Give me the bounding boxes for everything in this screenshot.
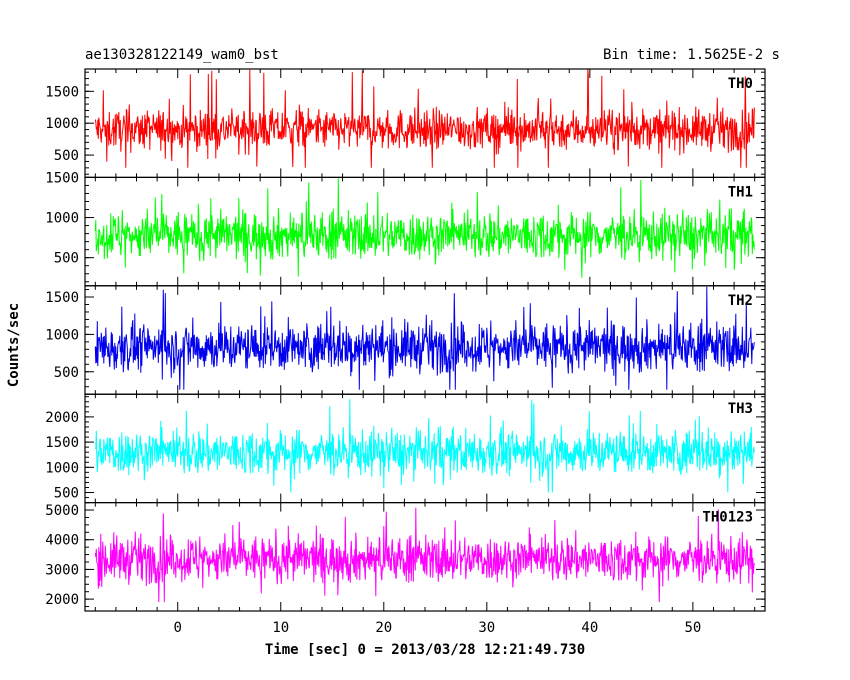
series-th3 (94, 399, 755, 493)
y-tick-label: 1000 (45, 327, 79, 343)
x-tick-label: 0 (174, 620, 182, 636)
series-th1 (94, 178, 755, 278)
panel-label: TH0123 (702, 510, 753, 526)
y-tick-label: 2000 (45, 410, 79, 426)
y-tick-label: 1000 (45, 211, 79, 227)
y-tick-label: 1500 (45, 84, 79, 100)
panel-th3: 500 1000 1500 2000 TH3 (45, 393, 766, 504)
panel-th1: 500 1000 1500 TH1 (45, 170, 766, 287)
y-tick-label: 5000 (45, 503, 79, 519)
panel-label: TH1 (728, 184, 753, 200)
x-tick-label: 40 (581, 620, 598, 636)
panel-th0: 500 1000 1500 TH0 (45, 68, 766, 179)
panel-label: TH2 (728, 293, 753, 309)
x-tick-label: 20 (375, 620, 392, 636)
x-axis-label: Time [sec] 0 = 2013/03/28 12:21:49.730 (265, 642, 585, 658)
x-tick-label: 10 (272, 620, 289, 636)
x-tick-label: 30 (478, 620, 495, 636)
y-tick-label: 500 (54, 365, 79, 381)
series-th0123 (94, 507, 755, 603)
y-tick-label: 1500 (45, 290, 79, 306)
x-tick-label: 50 (684, 620, 701, 636)
y-tick-label: 1000 (45, 116, 79, 132)
y-tick-label: 500 (54, 251, 79, 267)
panel-th0123: 2000 3000 4000 5000 TH0123 (45, 502, 766, 612)
y-tick-label: 500 (54, 486, 79, 502)
y-axis-label: Counts/sec (6, 303, 22, 387)
chart-title-left: ae130328122149_wam0_bst (85, 47, 279, 63)
series-th2 (94, 286, 755, 390)
panel-th2: 500 1000 1500 TH2 (45, 285, 766, 395)
panel-label: TH3 (728, 401, 753, 417)
y-tick-label: 3000 (45, 562, 79, 578)
chart-title-right: Bin time: 1.5625E-2 s (603, 47, 780, 63)
y-tick-label: 4000 (45, 533, 79, 549)
y-tick-label: 500 (54, 148, 79, 164)
panel-label: TH0 (728, 76, 753, 92)
y-tick-label: 1000 (45, 460, 79, 476)
series-th0 (94, 69, 755, 168)
y-tick-label: 1500 (45, 170, 79, 186)
y-tick-label: 1500 (45, 435, 79, 451)
y-tick-label: 2000 (45, 592, 79, 608)
